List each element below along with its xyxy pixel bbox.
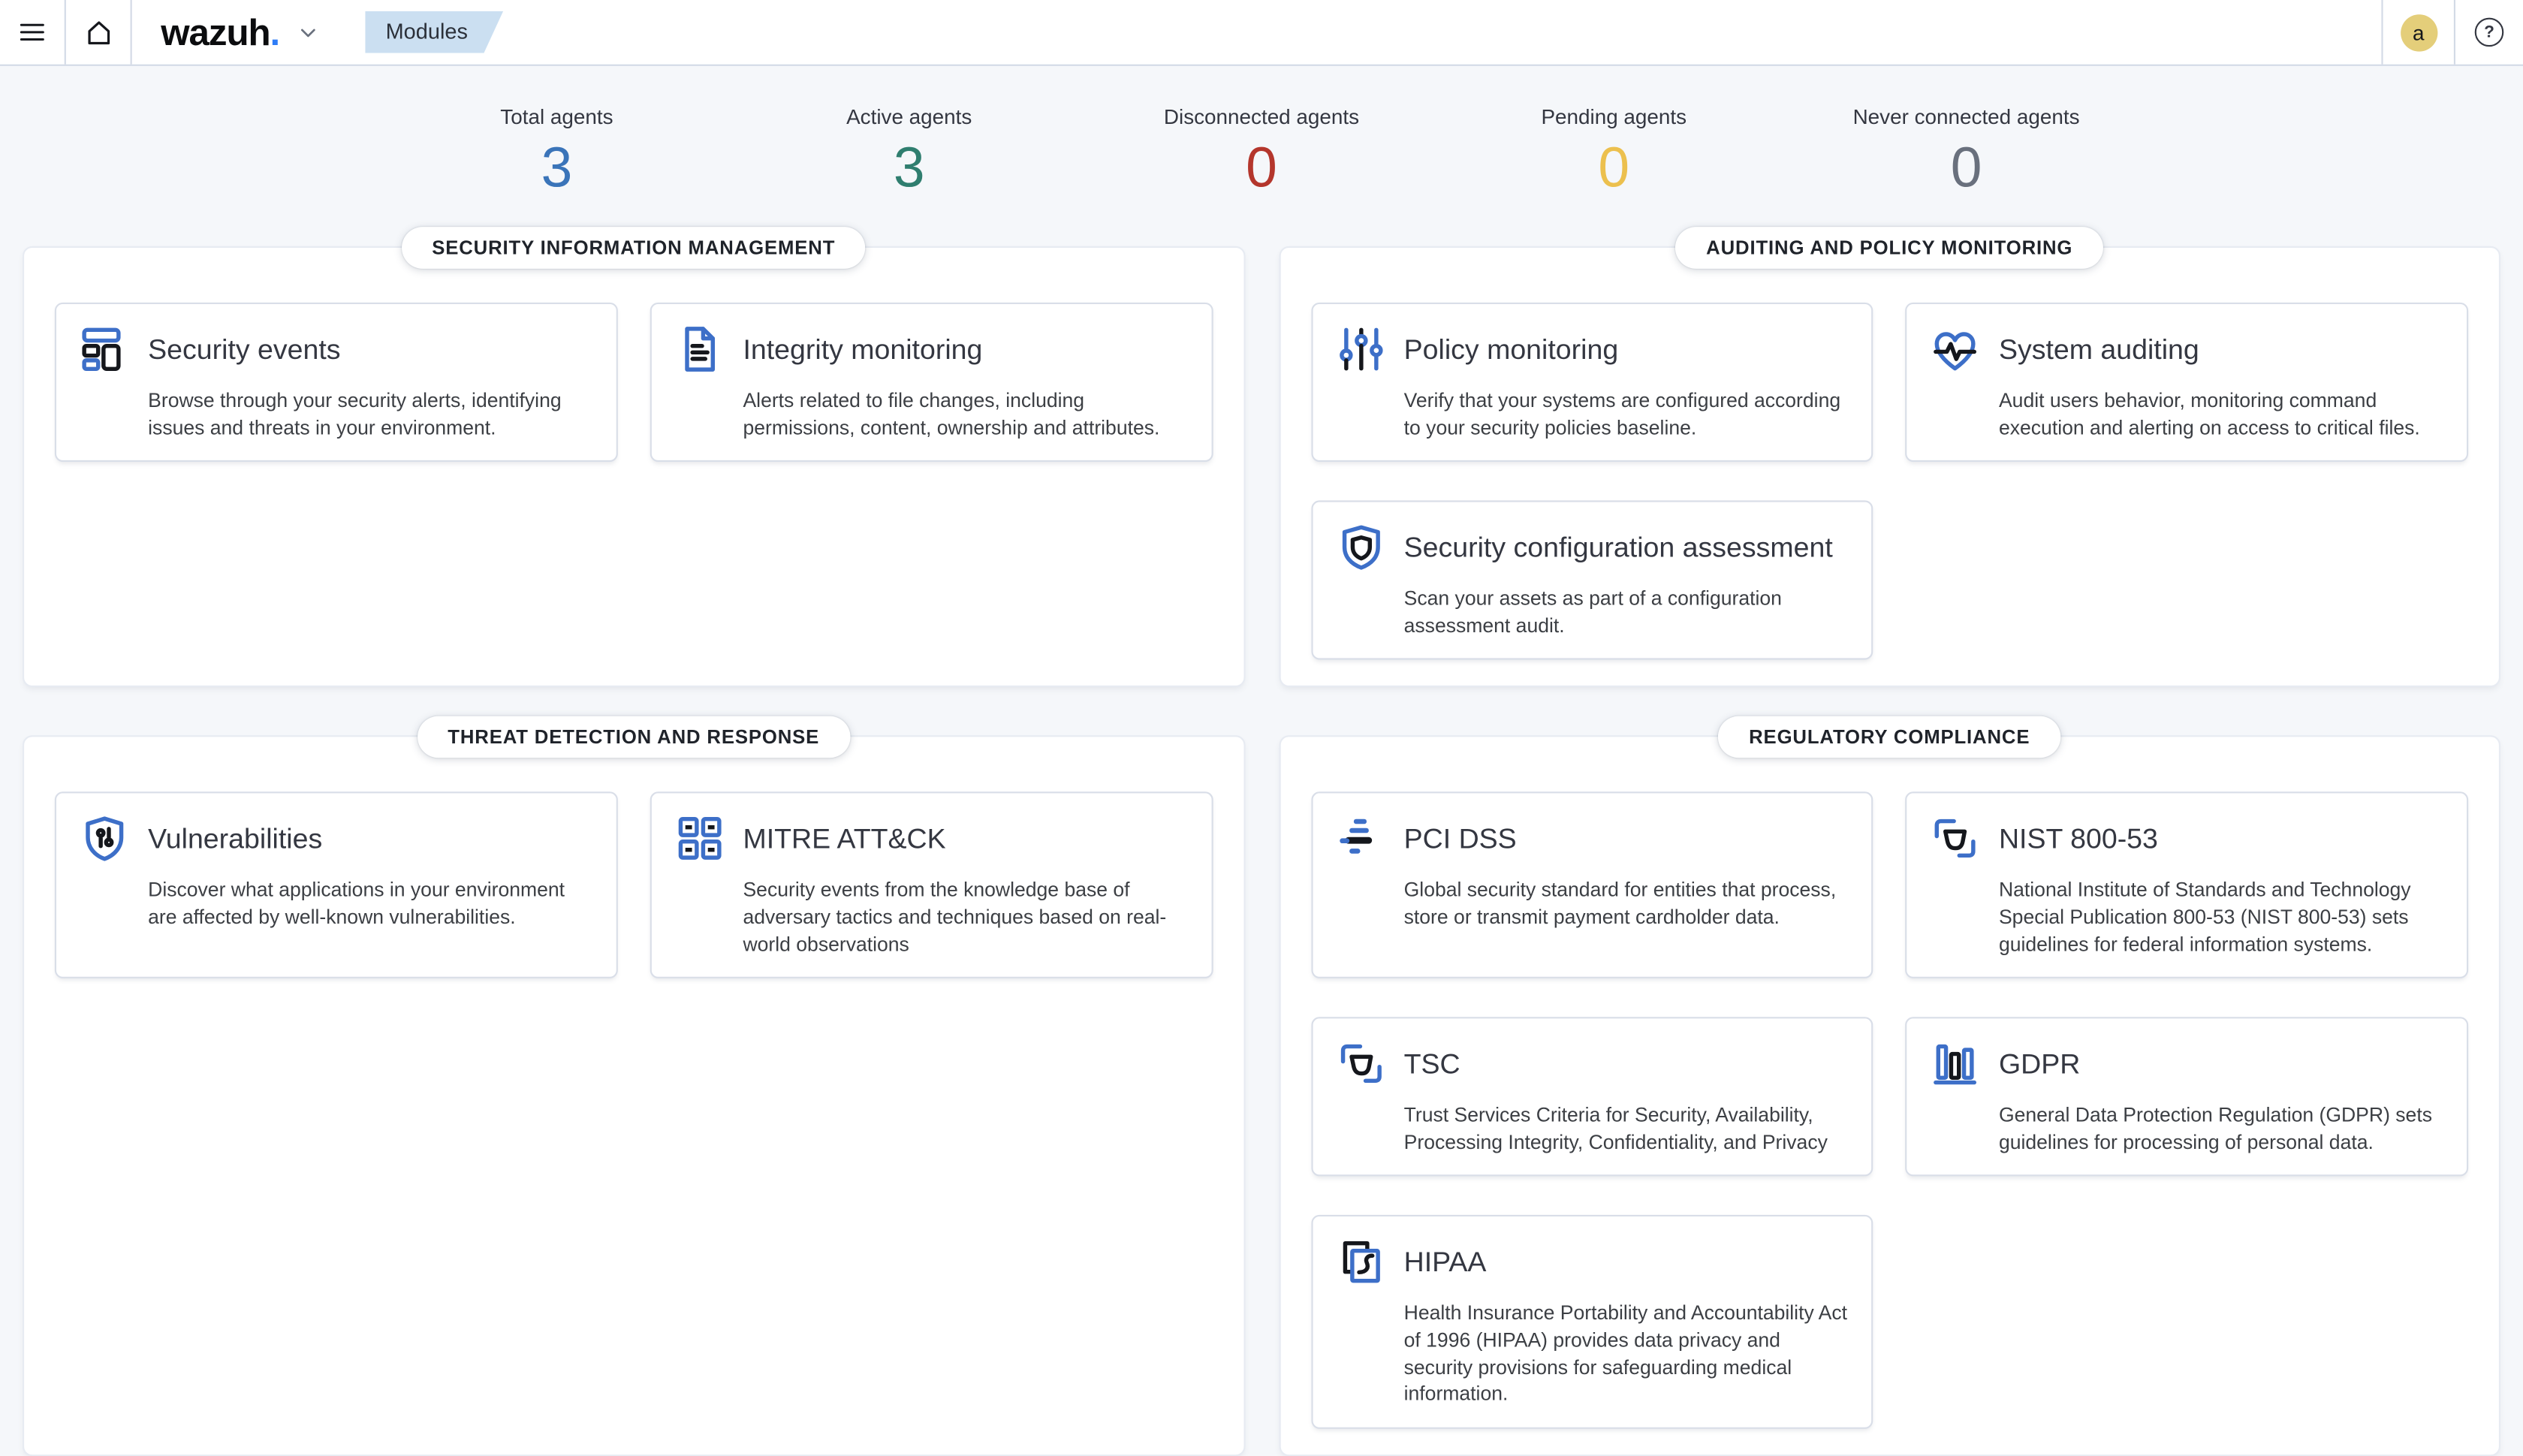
card-list: PCI DSS Global security standard for ent… xyxy=(1310,792,2469,1429)
card-description: Discover what applications in your envir… xyxy=(148,879,565,929)
card-mitre-att-ck[interactable]: MITRE ATT&CK Security events from the kn… xyxy=(650,792,1213,979)
top-bar: wazuh. Modules a ? xyxy=(0,0,2523,66)
card-title: Integrity monitoring xyxy=(743,332,983,365)
card-title: Security events xyxy=(148,332,341,365)
stat-label: Active agents xyxy=(846,104,972,129)
divider xyxy=(2381,0,2383,65)
agent-stat-disconnected-agents: Disconnected agents 0 xyxy=(1085,104,1437,196)
card-description: Global security standard for entities th… xyxy=(1403,879,1837,929)
card-policy-monitoring[interactable]: Policy monitoring Verify that your syste… xyxy=(1310,302,1873,463)
panel-security-information-management: SECURITY INFORMATION MANAGEMENT Security… xyxy=(23,227,1245,688)
panel-title: THREAT DETECTION AND RESPONSE xyxy=(417,716,850,759)
chevron-down-icon xyxy=(296,20,320,44)
card-gdpr[interactable]: GDPR General Data Protection Regulation … xyxy=(1905,1017,2469,1177)
stat-value: 0 xyxy=(1246,137,1277,200)
card-title: Policy monitoring xyxy=(1403,332,1619,365)
panel-threat-detection-and-response: THREAT DETECTION AND RESPONSE Vulnerabil… xyxy=(23,716,1245,1456)
card-title: System auditing xyxy=(1998,332,2199,365)
card-title: MITRE ATT&CK xyxy=(743,821,946,855)
dashboard-icon xyxy=(82,327,121,371)
document-icon xyxy=(684,327,715,372)
app-switcher[interactable]: wazuh. xyxy=(132,0,342,65)
stat-label: Never connected agents xyxy=(1852,104,2080,129)
heart-pulse-icon xyxy=(1934,332,1977,371)
stat-value: 3 xyxy=(893,137,925,200)
columns-icon xyxy=(1934,1045,1977,1085)
menu-button[interactable] xyxy=(0,0,65,65)
card-description: General Data Protection Regulation (GDPR… xyxy=(1998,1104,2432,1154)
card-description: Health Insurance Portability and Account… xyxy=(1403,1302,1848,1406)
card-security-events[interactable]: Security events Browse through your secu… xyxy=(54,302,618,463)
card-list: Vulnerabilities Discover what applicatio… xyxy=(54,792,1213,979)
card-system-auditing[interactable]: System auditing Audit users behavior, mo… xyxy=(1905,302,2469,463)
breadcrumb-modules[interactable]: Modules xyxy=(365,11,503,53)
panel-auditing-and-policy-monitoring: AUDITING AND POLICY MONITORING Policy mo… xyxy=(1278,227,2500,688)
card-description: National Institute of Standards and Tech… xyxy=(1998,879,2411,956)
stat-value: 3 xyxy=(541,137,573,200)
home-button[interactable] xyxy=(66,0,131,65)
bars-icon xyxy=(1339,819,1372,855)
card-title: Security configuration assessment xyxy=(1403,530,1833,563)
stat-label: Disconnected agents xyxy=(1163,104,1360,129)
card-description: Scan your assets as part of a configurat… xyxy=(1403,587,1782,638)
agent-stat-active-agents: Active agents 3 xyxy=(733,104,1085,196)
panel-title: AUDITING AND POLICY MONITORING xyxy=(1675,227,2104,269)
divider xyxy=(130,0,132,65)
stat-value: 0 xyxy=(1950,137,1982,200)
wazuh-logo: wazuh. xyxy=(161,10,281,53)
grid-icon xyxy=(678,817,722,861)
hamburger-icon xyxy=(20,23,44,41)
card-tsc[interactable]: TSC Trust Services Criteria for Security… xyxy=(1310,1017,1873,1177)
card-vulnerabilities[interactable]: Vulnerabilities Discover what applicatio… xyxy=(54,792,618,979)
card-list: Security events Browse through your secu… xyxy=(54,302,1213,463)
panel-regulatory-compliance: REGULATORY COMPLIANCE PCI DSS Global sec… xyxy=(1278,716,2500,1456)
frame-icon xyxy=(1935,819,1976,858)
card-nist-800-53[interactable]: NIST 800-53 National Institute of Standa… xyxy=(1905,792,2469,979)
agent-stat-never-connected-agents: Never connected agents 0 xyxy=(1790,104,2142,196)
panel-title: REGULATORY COMPLIANCE xyxy=(1718,716,2061,759)
divider xyxy=(2453,0,2455,65)
agent-stat-total-agents: Total agents 3 xyxy=(381,104,733,196)
frame-icon xyxy=(1340,1045,1381,1084)
card-title: Vulnerabilities xyxy=(148,821,323,855)
card-description: Browse through your security alerts, ide… xyxy=(148,389,562,439)
stat-label: Total agents xyxy=(500,104,613,129)
card-hipaa[interactable]: HIPAA Health Insurance Portability and A… xyxy=(1310,1215,1873,1429)
card-description: Alerts related to file changes, includin… xyxy=(743,389,1160,439)
stat-label: Pending agents xyxy=(1541,104,1687,129)
card-title: HIPAA xyxy=(1403,1245,1487,1278)
home-icon xyxy=(87,20,110,44)
logo-dot: . xyxy=(270,10,281,53)
card-security-configuration-assessment[interactable]: Security configuration assessment Scan y… xyxy=(1310,500,1873,661)
agent-stat-pending-agents: Pending agents 0 xyxy=(1438,104,1790,196)
sliders-icon xyxy=(1339,327,1382,371)
divider xyxy=(64,0,66,65)
shield-layers-icon xyxy=(1341,526,1379,571)
card-description: Verify that your systems are configured … xyxy=(1403,389,1841,439)
pages-icon xyxy=(1342,1242,1379,1284)
panel-title: SECURITY INFORMATION MANAGEMENT xyxy=(401,227,866,269)
card-description: Trust Services Criteria for Security, Av… xyxy=(1403,1104,1828,1154)
shield-bug-icon xyxy=(86,817,124,862)
card-description: Audit users behavior, monitoring command… xyxy=(1998,389,2420,439)
stat-value: 0 xyxy=(1598,137,1630,200)
card-pci-dss[interactable]: PCI DSS Global security standard for ent… xyxy=(1310,792,1873,979)
card-title: PCI DSS xyxy=(1403,821,1517,855)
avatar[interactable]: a xyxy=(2400,14,2437,51)
module-panels: SECURITY INFORMATION MANAGEMENT Security… xyxy=(23,227,2500,1456)
card-list: Policy monitoring Verify that your syste… xyxy=(1310,302,2469,661)
agent-stats: Total agents 3 Active agents 3 Disconnec… xyxy=(381,104,2142,196)
help-icon[interactable]: ? xyxy=(2474,17,2504,47)
card-description: Security events from the knowledge base … xyxy=(743,879,1167,956)
card-title: NIST 800-53 xyxy=(1998,821,2158,855)
card-title: GDPR xyxy=(1998,1047,2081,1080)
card-title: TSC xyxy=(1403,1047,1460,1080)
card-integrity-monitoring[interactable]: Integrity monitoring Alerts related to f… xyxy=(650,302,1213,463)
